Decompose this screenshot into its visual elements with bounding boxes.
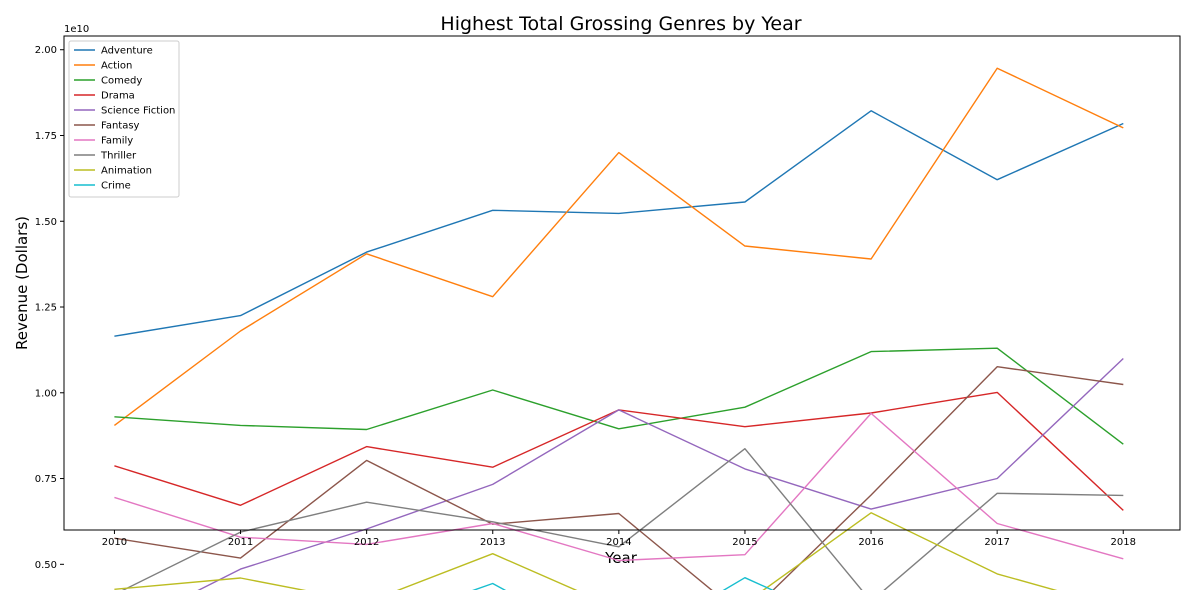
x-tick-label: 2017 — [984, 537, 1009, 548]
series-line-action — [114, 68, 1123, 425]
legend-label: Adventure — [101, 46, 153, 57]
series-line-adventure — [114, 111, 1123, 336]
x-tick-label: 2011 — [228, 537, 253, 548]
y-tick-label: 0.50 — [35, 560, 57, 571]
y-tick-label: 1.00 — [35, 388, 57, 399]
y-tick-label: 1.50 — [35, 217, 57, 228]
x-tick-label: 2016 — [858, 537, 883, 548]
legend-label: Animation — [101, 166, 152, 177]
x-tick-label: 2018 — [1111, 537, 1136, 548]
chart-title: Highest Total Grossing Genres by Year — [440, 13, 801, 35]
legend: Adventure Action Comedy Drama Science Fictio… — [69, 41, 179, 197]
x-tick-label: 2012 — [354, 537, 379, 548]
legend-label: Crime — [101, 181, 131, 192]
y-axis-ticks: 0.250.500.751.001.251.501.752.00 — [35, 45, 64, 590]
series-line-crime — [114, 578, 1123, 590]
y-tick-label: 0.75 — [35, 474, 57, 485]
legend-label: Fantasy — [101, 121, 140, 132]
y-tick-label: 2.00 — [35, 45, 57, 56]
y-tick-label: 1.75 — [35, 131, 57, 142]
y-axis-offset-label: 1e10 — [64, 24, 89, 35]
y-axis-label: Revenue (Dollars) — [13, 216, 31, 350]
series-layer — [114, 68, 1123, 590]
x-tick-label: 2014 — [606, 537, 631, 548]
x-tick-label: 2013 — [480, 537, 505, 548]
legend-label: Thriller — [100, 151, 137, 162]
legend-label: Drama — [101, 91, 135, 102]
x-tick-label: 2010 — [102, 537, 127, 548]
plot-area-frame — [64, 36, 1180, 530]
legend-label: Comedy — [101, 76, 142, 87]
legend-label: Action — [101, 61, 132, 72]
series-line-thriller — [114, 449, 1123, 590]
y-tick-label: 1.25 — [35, 303, 57, 314]
legend-label: Science Fiction — [101, 106, 175, 117]
legend-label: Family — [101, 136, 133, 147]
x-tick-label: 2015 — [732, 537, 757, 548]
